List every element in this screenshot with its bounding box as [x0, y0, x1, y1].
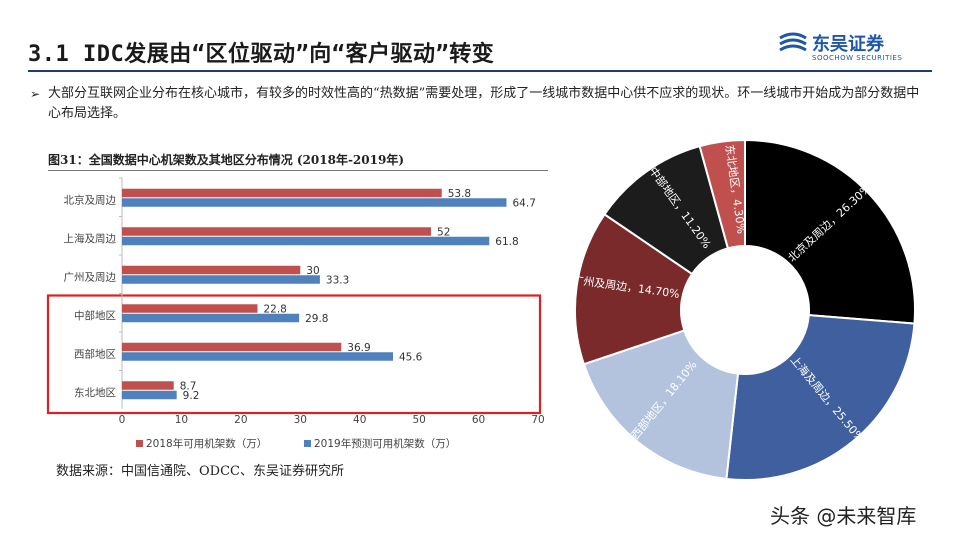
- legend-swatch: [304, 440, 311, 447]
- figure-caption: 图31：全国数据中心机架数及其地区分布情况 (2018年-2019年): [48, 153, 405, 167]
- x-tick-label: 0: [119, 414, 126, 426]
- logo-mark-icon: [779, 32, 807, 52]
- bar-2018: [122, 188, 442, 198]
- x-tick-label: 20: [234, 414, 247, 426]
- category-label: 广州及周边: [64, 271, 117, 283]
- legend-label: 2018年可用机架数（万）: [146, 437, 267, 450]
- bar-2019: [122, 275, 320, 284]
- bar-value-label: 9.2: [183, 390, 200, 402]
- page-title: 3.1 IDC发展由“区位驱动”向“客户驱动”转变: [28, 42, 495, 67]
- donut-slice: [725, 314, 916, 481]
- logo-name-cn: 东吴证券: [812, 34, 884, 55]
- bar-2018: [122, 265, 301, 275]
- data-source: 数据来源：中国信通院、ODCC、东吴证券研究所: [56, 464, 344, 479]
- category-label: 上海及周边: [64, 232, 117, 245]
- bar-value-label: 61.8: [495, 236, 518, 248]
- bar-2019: [122, 313, 300, 323]
- x-tick-label: 50: [412, 414, 425, 426]
- highlight-box: [46, 294, 542, 415]
- title-rule: [28, 70, 932, 72]
- bar-chart: 北京及周边 53.8 64.7 上海及周边 52 61.8 广州及周边 30 33.3 中部地区 2…: [46, 177, 545, 450]
- bar-2019: [122, 198, 507, 207]
- bar-value-label: 36.9: [347, 342, 370, 354]
- bar-value-label: 52: [437, 226, 450, 238]
- bar-2019: [122, 236, 490, 246]
- legend-label: 2019年预测可用机架数（万）: [314, 437, 456, 450]
- bar-2018: [122, 304, 258, 313]
- bar-2019: [122, 352, 393, 361]
- donut-slice: [744, 138, 916, 325]
- bar-value-label: 8.7: [180, 380, 197, 392]
- donut-slice: [698, 138, 746, 250]
- bar-2018: [122, 381, 174, 390]
- bar-value-label: 64.7: [513, 197, 536, 209]
- bullet-point: ➢ 大部分互联网企业分布在核心城市，有较多的时效性高的“热数据”需要处理，形成了…: [30, 84, 930, 124]
- bar-value-label: 45.6: [399, 351, 423, 363]
- x-tick-label: 40: [353, 414, 366, 426]
- category-label: 西部地区: [74, 347, 116, 360]
- bar-value-label: 33.3: [326, 274, 349, 286]
- legend-swatch: [136, 440, 143, 447]
- category-label: 北京及周边: [64, 193, 117, 206]
- figure-caption-rule: [48, 170, 548, 171]
- x-tick-label: 10: [175, 414, 188, 426]
- donut-slice: [574, 212, 694, 366]
- category-label: 中部地区: [74, 309, 116, 322]
- x-tick-label: 70: [531, 414, 544, 426]
- donut-chart: 北京及周边，26.30%上海及周边，25.50%西部地区，18.10%广州及周边…: [572, 138, 916, 481]
- arrow-bullet-icon: ➢: [30, 87, 41, 101]
- watermark: 头条 @未来智库: [770, 504, 917, 528]
- bar-value-label: 29.8: [305, 313, 328, 325]
- bullet-text: 大部分互联网企业分布在核心城市，有较多的时效性高的“热数据”需要处理，形成了一线…: [48, 86, 920, 121]
- bar-value-label: 30: [306, 265, 319, 277]
- bar-value-label: 53.8: [448, 188, 471, 200]
- bar-2018: [122, 227, 432, 236]
- x-tick-label: 60: [472, 414, 485, 426]
- bar-2018: [122, 342, 342, 352]
- logo-name-en: SOOCHOW SECURITIES: [812, 54, 903, 62]
- category-label: 东北地区: [74, 386, 116, 399]
- donut-slice: [582, 329, 740, 481]
- company-logo: 东吴证券 SOOCHOW SECURITIES: [778, 30, 938, 66]
- bar-value-label: 22.8: [263, 303, 286, 315]
- bar-2019: [122, 390, 177, 400]
- x-tick-label: 30: [294, 414, 307, 426]
